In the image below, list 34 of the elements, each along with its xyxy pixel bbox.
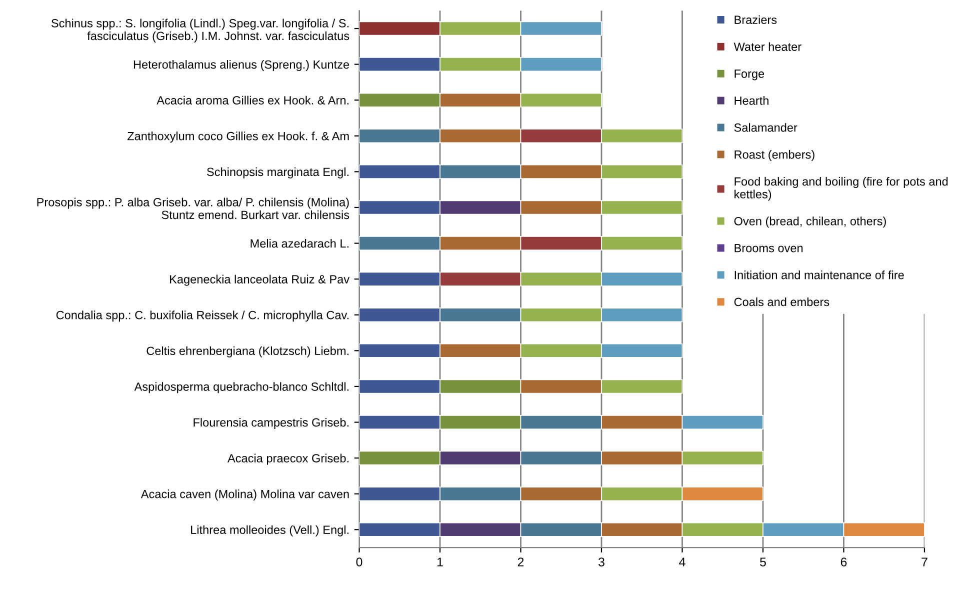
y-tick-label: Prosopis spp.: P. alba Griseb. var. alba/ P. chilensis (Molina) Stuntz emend. Burkart var. chilensis <box>37 198 350 220</box>
y-tick-label: Acacia praecox Griseb. <box>228 454 348 465</box>
y-tick-label: Zanthoxylum coco Gillies ex Hook. f. & Am <box>127 132 349 143</box>
y-tick-label: Lithrea molleoides (Vell.) Engl. <box>191 525 348 536</box>
legend-label: Initiation and maintenance of fire <box>734 270 904 280</box>
y-tick-label: Kageneckia lanceolata Ruiz & Pav <box>170 274 350 286</box>
y-tick-label: Heterothalamus alienus (Spreng.) Kuntze <box>134 60 350 72</box>
y-tick-label: Flourensia campestris Griseb. <box>194 418 348 429</box>
x-tick-label: 2 <box>518 558 524 566</box>
x-tick-label: 5 <box>760 558 766 566</box>
y-tick-label: Acacia caven (Molina) Molina var caven <box>140 490 349 501</box>
y-tick-label: Schinopsis marginata Engl. <box>207 167 348 178</box>
legend-label: Hearth <box>734 96 768 105</box>
y-tick-label: Aspidosperma quebracho-blanco Schltdl. <box>134 382 348 394</box>
x-tick-label: 7 <box>922 558 928 566</box>
x-tick-label: 6 <box>840 558 847 566</box>
legend-label: Forge <box>734 70 764 80</box>
legend-label: Braziers <box>734 15 777 24</box>
x-tick-label: 0 <box>356 558 362 566</box>
legend-label: Brooms oven <box>734 244 803 252</box>
y-tick-label: Melia azedarach L. <box>250 239 348 248</box>
legend-label: Water heater <box>734 42 802 51</box>
x-tick-label: 3 <box>598 558 604 566</box>
legend-label: Salamander <box>734 123 798 132</box>
y-tick-label: Acacia aroma Gillies ex Hook. & Arn. <box>156 96 348 104</box>
legend-label: Roast (embers) <box>734 150 814 162</box>
legend-label: Oven (bread, chilean, others) <box>734 216 886 228</box>
legend-label: Coals and embers <box>734 297 830 306</box>
x-tick-label: 1 <box>437 558 443 566</box>
y-tick-label: Schinus spp.: S. longifolia (Lindl.) Speg.var. longifolia / S. fasciculatus (Griseb.) I.M. Johnst. var. fasciculatus <box>51 18 350 42</box>
y-tick-label: Condalia spp.: C. buxifolia Reissek / C. microphylla Cav. <box>56 310 348 322</box>
y-tick-label: Celtis ehrenbergiana (Klotzsch) Liebm. <box>146 346 348 358</box>
legend-label: Food baking and boiling (fire for pots and kettles) <box>734 176 948 201</box>
x-tick-label: 4 <box>679 558 686 566</box>
